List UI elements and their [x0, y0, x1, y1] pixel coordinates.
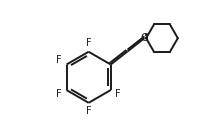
Text: F: F: [56, 89, 62, 99]
Text: F: F: [86, 38, 92, 48]
Text: F: F: [115, 89, 121, 99]
Text: F: F: [56, 55, 62, 65]
Text: F: F: [86, 106, 92, 116]
Text: C: C: [141, 33, 148, 43]
